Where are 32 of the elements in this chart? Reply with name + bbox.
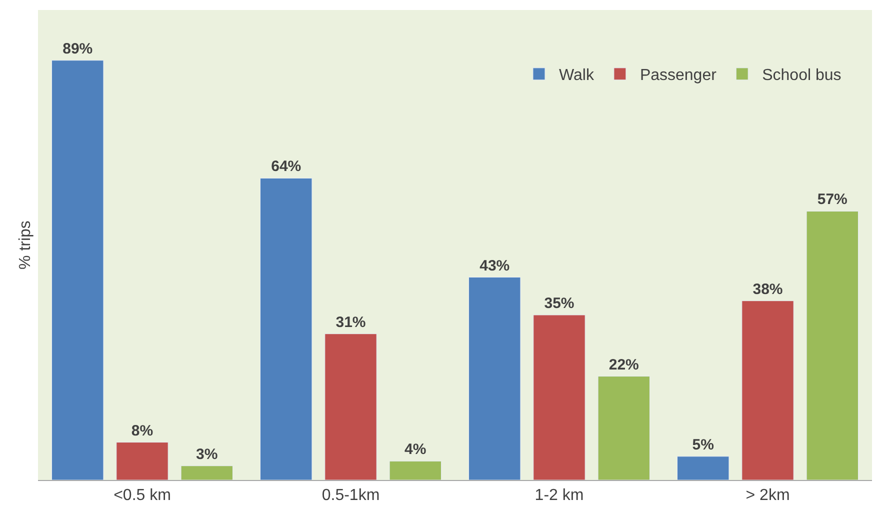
data-label: 57% bbox=[817, 191, 848, 208]
bar bbox=[52, 60, 104, 480]
bar bbox=[598, 376, 650, 480]
x-tick-label: > 2km bbox=[746, 487, 790, 504]
data-label: 43% bbox=[480, 257, 510, 274]
x-tick-label: 0.5-1km bbox=[322, 487, 380, 504]
legend-label: Walk bbox=[558, 67, 595, 84]
legend-label: Passenger bbox=[640, 67, 718, 84]
data-label: 89% bbox=[62, 40, 93, 58]
bar bbox=[180, 466, 233, 480]
data-label: 4% bbox=[404, 441, 426, 458]
data-label: 3% bbox=[196, 446, 218, 463]
bar bbox=[116, 442, 168, 480]
data-label: 5% bbox=[692, 436, 714, 454]
data-label: 8% bbox=[131, 422, 154, 440]
data-label: 31% bbox=[336, 314, 366, 331]
data-label: 38% bbox=[752, 280, 783, 298]
bar bbox=[742, 300, 794, 480]
bar bbox=[677, 456, 730, 480]
legend-label: School bus bbox=[762, 67, 842, 84]
data-label: 35% bbox=[544, 294, 574, 312]
data-label: 22% bbox=[608, 356, 639, 374]
bar bbox=[468, 277, 521, 480]
x-tick-label: <0.5 km bbox=[114, 487, 171, 504]
data-label: 64% bbox=[271, 158, 302, 176]
bar bbox=[260, 178, 312, 480]
bar bbox=[806, 210, 858, 480]
bar bbox=[389, 460, 442, 480]
bar bbox=[533, 314, 586, 480]
x-tick-label: 1-2 km bbox=[534, 487, 584, 504]
y-axis-title: % trips bbox=[16, 220, 34, 270]
bar bbox=[324, 334, 377, 480]
